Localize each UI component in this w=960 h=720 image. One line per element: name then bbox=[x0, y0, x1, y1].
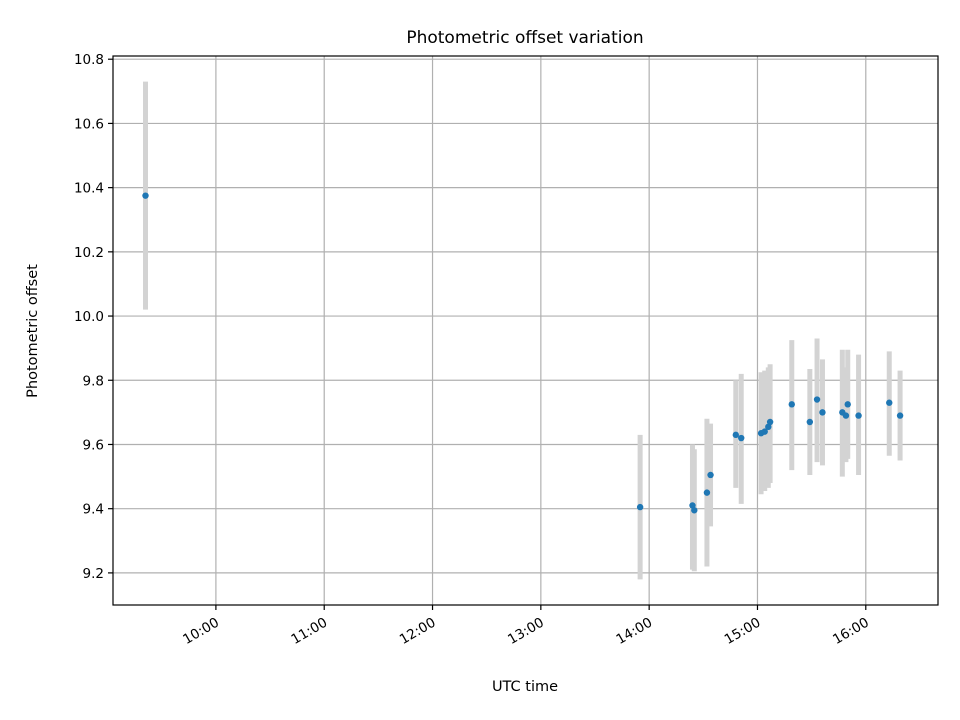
data-point bbox=[788, 401, 795, 408]
data-point bbox=[765, 423, 772, 431]
data-point bbox=[738, 434, 745, 442]
data-point bbox=[886, 399, 893, 406]
data-point bbox=[689, 502, 696, 509]
y-tick-label: 10.8 bbox=[74, 52, 104, 68]
data-point bbox=[703, 489, 711, 496]
data-point bbox=[813, 396, 821, 403]
y-axis-label: Photometric offset bbox=[25, 264, 41, 398]
y-tick-label: 10.6 bbox=[74, 116, 104, 132]
y-tick-label: 9.2 bbox=[83, 566, 104, 582]
chart-title: Photometric offset variation bbox=[406, 28, 643, 48]
x-axis-label: UTC time bbox=[492, 679, 558, 695]
gridlines bbox=[113, 56, 938, 605]
data-point bbox=[819, 409, 826, 416]
data-point bbox=[142, 192, 149, 199]
data-point bbox=[766, 418, 774, 426]
data-point bbox=[855, 412, 862, 419]
data-point bbox=[691, 507, 698, 514]
y-tick-label: 10.4 bbox=[74, 181, 104, 197]
data-point bbox=[636, 503, 644, 511]
y-tick-label: 10.0 bbox=[74, 309, 104, 325]
y-tick-label: 9.6 bbox=[83, 437, 104, 453]
y-tick-label: 10.2 bbox=[74, 245, 104, 261]
data-point bbox=[732, 431, 740, 439]
data-point bbox=[844, 401, 851, 408]
plot-frame bbox=[112, 55, 939, 606]
y-tick-label: 9.8 bbox=[83, 373, 104, 389]
y-tick-label: 9.4 bbox=[83, 502, 104, 518]
data-points bbox=[142, 192, 904, 514]
data-point bbox=[842, 412, 850, 419]
data-point bbox=[806, 418, 814, 426]
data-point bbox=[896, 412, 904, 419]
data-point bbox=[707, 471, 714, 479]
data-point bbox=[761, 428, 768, 435]
y-axis-ticks: 9.2 9.4 9.6 9.8 10.0 10.2 10.4 10.6 10.8 bbox=[74, 52, 113, 582]
